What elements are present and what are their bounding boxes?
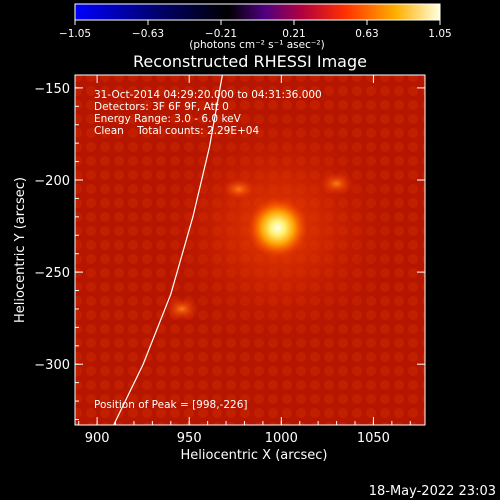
annotation-detectors: Detectors: 3F 6F 9F, Att 0 <box>94 101 229 113</box>
colorbar-tick-label: −0.63 <box>132 28 164 40</box>
peak-blob <box>247 197 308 258</box>
colorbar-tick-label: −1.05 <box>59 28 91 40</box>
image-area <box>75 75 425 425</box>
y-tick-label: −250 <box>34 266 70 281</box>
y-tick-label: −300 <box>34 358 70 373</box>
peak-position-label: Position of Peak = [998,-226] <box>94 399 248 411</box>
colorbar-unit-label: (photons cm⁻² s⁻¹ asec⁻²) <box>189 39 324 51</box>
x-tick-label: 950 <box>177 431 202 446</box>
annotation-counts: Clean Total counts: 2.29E+04 <box>94 125 259 137</box>
colorbar-ticks: −1.05 −0.63 −0.21 0.21 0.63 1.05 <box>59 20 452 40</box>
y-axis-ticks: −150 −200 −250 −300 <box>34 82 425 420</box>
colorbar <box>74 3 441 21</box>
x-tick-label: 900 <box>85 431 110 446</box>
annotation-energy: Energy Range: 3.0 - 6.0 keV <box>94 113 242 125</box>
peak-source <box>247 197 308 258</box>
chart-title: Reconstructed RHESSI Image <box>133 52 367 71</box>
y-tick-label: −150 <box>34 82 70 97</box>
solar-limb-curve <box>113 75 223 425</box>
annotation-time: 31-Oct-2014 04:29:20.000 to 04:31:36.000 <box>94 89 322 101</box>
footer-date: 18-May-2022 23:03 <box>369 484 496 499</box>
secondary-source <box>318 171 355 196</box>
colorbar-tick-label: −0.21 <box>205 28 237 40</box>
x-tick-label: 1050 <box>357 431 390 446</box>
secondary-source <box>163 296 200 321</box>
y-tick-label: −200 <box>34 174 70 189</box>
x-axis-label: Heliocentric X (arcsec) <box>181 448 328 463</box>
colorbar-tick-label: 1.05 <box>428 28 451 40</box>
secondary-source <box>220 177 257 202</box>
y-axis-label: Heliocentric Y (arcsec) <box>13 177 28 323</box>
colorbar-tick-label: 0.63 <box>355 28 378 40</box>
x-tick-label: 1000 <box>265 431 298 446</box>
plot-frame <box>74 74 426 426</box>
x-axis-ticks: 900 950 1000 1050 <box>78 75 411 446</box>
secondary-sources <box>163 171 355 321</box>
colorbar-tick-label: 0.21 <box>282 28 305 40</box>
